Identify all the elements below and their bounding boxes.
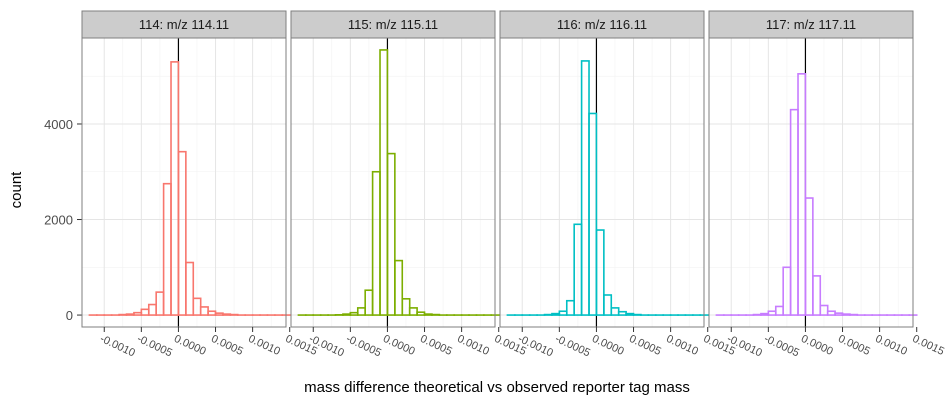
x-tick-label: 0.0000 (381, 333, 417, 358)
histogram-bar (595, 229, 605, 316)
histogram-bar (760, 312, 770, 316)
x-tick-label: 0.0000 (799, 333, 835, 358)
histogram-bar (386, 152, 396, 316)
panel-background (291, 38, 495, 327)
y-axis-title: count (8, 171, 25, 209)
panel-border (499, 37, 705, 328)
facet-strip-label: 116: m/z 116.11 (557, 17, 647, 32)
histogram-bar (401, 298, 411, 316)
x-tick-label: -0.0005 (553, 333, 592, 360)
x-tick-label: 0.0015 (910, 333, 945, 358)
facet-strip-label: 114: m/z 114.11 (139, 17, 229, 32)
histogram-bar (625, 312, 635, 316)
y-tick-label: 4000 (44, 117, 73, 132)
x-tick-label: 0.0005 (836, 333, 872, 358)
x-tick-label: 0.0005 (627, 333, 663, 358)
histogram-bar (423, 313, 433, 316)
facet-strip-label: 117: m/z 117.11 (766, 17, 856, 32)
histogram-bar (603, 294, 613, 316)
histogram-bar (185, 261, 195, 316)
histogram-bar (222, 313, 232, 316)
histogram-bar (841, 313, 851, 316)
panel-border (708, 37, 914, 328)
x-tick-label: -0.0005 (344, 333, 383, 360)
x-tick-label: -0.0005 (135, 333, 174, 360)
panel-border (290, 37, 496, 328)
histogram-bar (812, 275, 822, 316)
panel-background (709, 38, 913, 327)
panel-border (81, 37, 287, 328)
histogram-bar (394, 259, 404, 316)
histogram-bar (177, 150, 187, 316)
panel-background (82, 38, 286, 327)
histogram-bar (125, 313, 135, 316)
facet-strip (708, 10, 914, 39)
x-axis-title: mass difference theoretical vs observed … (304, 379, 690, 396)
x-tick-label: 0.0000 (590, 333, 626, 358)
x-tick-label: 0.0010 (455, 333, 491, 358)
histogram-bar (588, 112, 598, 316)
histogram-bar (797, 73, 807, 316)
x-tick-label: 0.0010 (873, 333, 909, 358)
y-tick-label: 0 (66, 308, 73, 323)
y-tick-label: 2000 (44, 213, 73, 228)
x-tick-label: -0.0005 (762, 333, 801, 360)
facet-strip-label: 115: m/z 115.11 (348, 17, 438, 32)
histogram-bar (342, 313, 352, 316)
histogram-bar (819, 304, 829, 316)
facet-strip (499, 10, 705, 39)
histogram-bar (804, 197, 814, 316)
facet-strip (81, 10, 287, 39)
x-tick-label: 0.0010 (664, 333, 700, 358)
x-tick-label: 0.0005 (209, 333, 245, 358)
x-tick-label: 0.0005 (418, 333, 454, 358)
x-tick-label: 0.0010 (246, 333, 282, 358)
panel-background (500, 38, 704, 327)
histogram-bar (551, 312, 561, 316)
x-tick-label: -0.0010 (98, 333, 137, 360)
x-tick-label: 0.0000 (172, 333, 208, 358)
